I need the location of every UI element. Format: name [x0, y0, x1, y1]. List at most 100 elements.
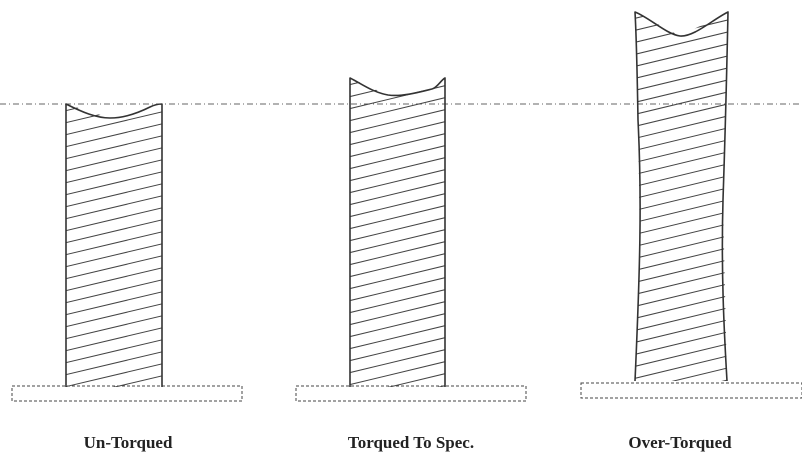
hatch-line — [350, 335, 445, 363]
hatch-line — [66, 289, 162, 317]
hatch-line — [635, 17, 728, 45]
hatch-line — [635, 245, 728, 273]
hatch-line — [350, 78, 445, 87]
hatch-line — [635, 77, 728, 105]
hatch-line — [350, 131, 445, 159]
hatch-line — [66, 277, 162, 305]
hatch-line — [66, 337, 162, 365]
hatch-line — [350, 203, 445, 231]
bolt-over-torqued — [628, 0, 736, 416]
base-plate-over-torqued — [580, 382, 802, 399]
hatch-line — [66, 104, 162, 125]
hatch-line — [635, 137, 728, 165]
hatch-line — [66, 217, 162, 245]
hatch-line — [635, 125, 728, 153]
hatch-line — [350, 359, 445, 387]
hatch-line — [635, 209, 728, 237]
hatch-line — [66, 109, 162, 137]
hatch-line — [635, 101, 728, 129]
hatch-line — [66, 325, 162, 353]
hatch-line — [635, 317, 728, 345]
hatch-line — [628, 0, 736, 8]
hatch-line — [66, 313, 162, 341]
hatch-line — [635, 353, 728, 381]
hatch-line — [344, 48, 452, 74]
hatch-line — [635, 269, 728, 297]
hatch-line — [66, 157, 162, 185]
hatch-line — [344, 396, 452, 422]
bolt-hatching — [628, 0, 736, 416]
hatch-line — [635, 293, 728, 321]
base-plate-un-torqued — [11, 385, 243, 402]
hatch-line — [635, 233, 728, 261]
hatch-line — [635, 365, 728, 381]
hatch-line — [350, 119, 445, 147]
hatch-line — [350, 143, 445, 171]
hatch-line — [350, 275, 445, 303]
hatch-line — [350, 263, 445, 291]
hatch-line — [350, 78, 445, 99]
hatch-line — [635, 221, 728, 249]
hatch-line — [350, 215, 445, 243]
hatch-line — [635, 53, 728, 81]
hatch-line — [66, 361, 162, 387]
hatch-line — [635, 341, 728, 369]
hatch-line — [66, 373, 162, 387]
hatch-line — [635, 305, 728, 333]
hatch-line — [635, 329, 728, 357]
hatch-line — [350, 383, 445, 387]
bolt-outline — [634, 11, 729, 382]
hatch-line — [350, 347, 445, 375]
hatch-line — [350, 191, 445, 219]
hatch-line — [60, 74, 170, 100]
hatch-line — [350, 299, 445, 327]
bolt-outline — [65, 103, 163, 387]
hatch-line — [66, 133, 162, 161]
hatch-line — [628, 390, 736, 416]
hatch-line — [635, 185, 728, 213]
hatch-line — [66, 145, 162, 173]
hatch-line — [350, 311, 445, 339]
bolt-hatching — [344, 48, 452, 422]
hatch-line — [66, 253, 162, 281]
bolt-outline — [349, 77, 446, 387]
hatch-line — [635, 65, 728, 93]
hatch-line — [350, 287, 445, 315]
hatch-line — [350, 107, 445, 135]
hatch-line — [60, 398, 170, 424]
hatch-line — [350, 251, 445, 279]
hatch-line — [66, 181, 162, 209]
hatch-line — [635, 149, 728, 177]
hatch-line — [66, 121, 162, 149]
hatch-line — [350, 155, 445, 183]
hatch-line — [635, 281, 728, 309]
hatch-line — [350, 95, 445, 123]
hatch-line — [66, 349, 162, 377]
hatch-line — [635, 197, 728, 225]
hatch-line — [66, 241, 162, 269]
hatch-line — [66, 104, 162, 113]
hatch-line — [635, 12, 728, 33]
hatch-line — [350, 227, 445, 255]
hatch-line — [635, 161, 728, 189]
bolt-hatching — [60, 74, 170, 424]
hatch-line — [635, 29, 728, 57]
hatch-line — [350, 83, 445, 111]
hatch-line — [350, 167, 445, 195]
hatch-line — [350, 239, 445, 267]
hatch-line — [66, 205, 162, 233]
hatch-line — [635, 257, 728, 285]
bolt-un-torqued — [60, 74, 170, 424]
caption-un-torqued: Un-Torqued — [83, 433, 173, 452]
hatch-line — [66, 169, 162, 197]
hatch-line — [350, 179, 445, 207]
hatch-line — [66, 229, 162, 257]
hatch-line — [350, 323, 445, 351]
hatch-line — [635, 89, 728, 117]
base-plate-torqued-to-spec — [295, 385, 527, 402]
hatch-line — [350, 371, 445, 387]
caption-torqued-to-spec: Torqued To Spec. — [347, 433, 475, 452]
hatch-line — [635, 41, 728, 69]
bolt-torqued-to-spec — [344, 48, 452, 422]
